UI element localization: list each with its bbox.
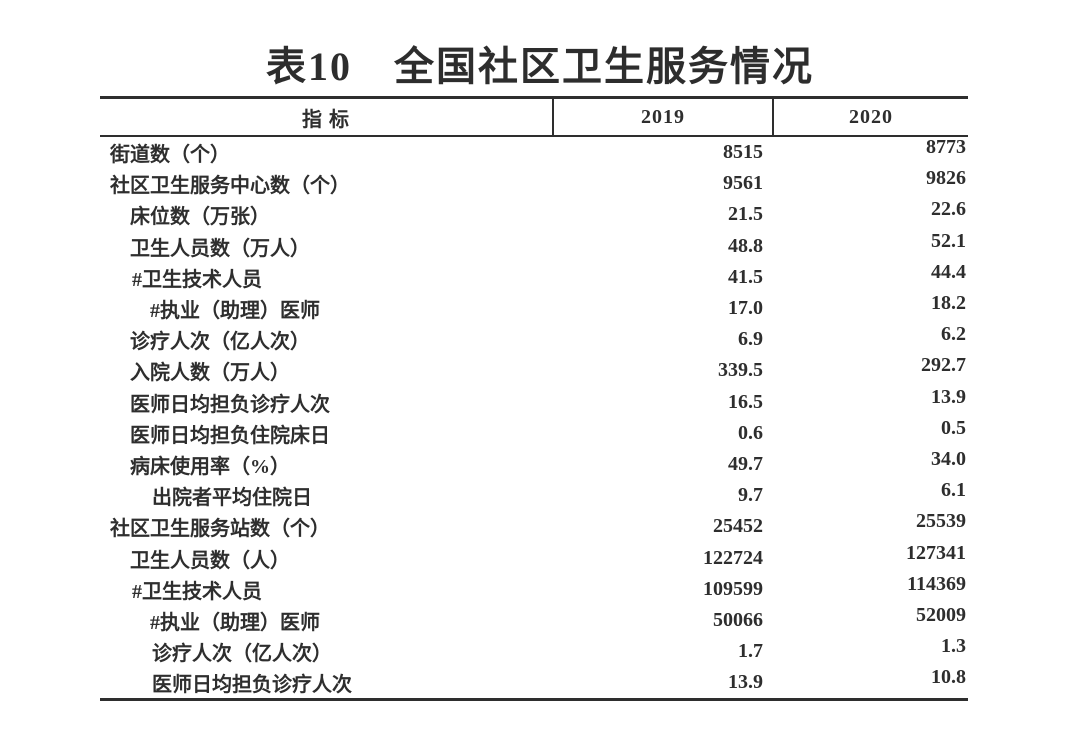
table-row: 社区卫生服务中心数（个） 9561 9826 (100, 167, 968, 199)
value-2020-cell: 13.9 (773, 385, 968, 418)
value-2020-cell: 127341 (773, 542, 968, 573)
value-2020-text: 127341 (906, 541, 966, 564)
indicator-cell: 医师日均担负诊疗人次 (152, 674, 352, 697)
indicator-cell: #卫生技术人员 (132, 580, 262, 603)
table-row: #执业（助理）医师 50066 52009 (100, 603, 968, 636)
community-health-table: 指 标 2019 2020 街道数（个） 8515 8773 社区卫生服务中心数… (100, 96, 968, 702)
value-2020-text: 1.3 (941, 635, 966, 658)
header-row: 指 标 2019 2020 (100, 96, 968, 137)
value-2020-text: 44.4 (931, 260, 966, 283)
value-2019-cell: 9.7 (738, 484, 763, 507)
table-row: #卫生技术人员 41.5 44.4 (100, 260, 968, 293)
value-2019-cell: 0.6 (738, 421, 763, 444)
value-2020-cell: 6.2 (773, 323, 968, 355)
value-2020-text: 0.5 (941, 416, 966, 439)
table-row: 卫生人员数（人） 122724 127341 (100, 542, 968, 573)
indicator-cell: 社区卫生服务站数（个） (110, 518, 330, 541)
value-2020-text: 114369 (907, 572, 966, 595)
table-row: #执业（助理）医师 17.0 18.2 (100, 292, 968, 324)
indicator-cell: 病床使用率（%） (130, 455, 290, 478)
col-header-2020: 2020 (772, 96, 968, 137)
value-2020-text: 13.9 (931, 385, 966, 408)
value-2020-text: 25539 (916, 510, 966, 533)
indicator-cell: 诊疗人次（亿人次） (130, 331, 310, 354)
value-2020-text: 6.2 (941, 323, 966, 346)
value-2019-cell: 16.5 (728, 390, 763, 413)
indicator-cell: 入院人数（万人） (130, 362, 290, 385)
table-row: 医师日均担负诊疗人次 13.9 10.8 (100, 666, 968, 700)
value-2020-text: 9826 (926, 167, 966, 190)
value-2020-cell: 0.5 (773, 416, 968, 449)
indicator-cell: 医师日均担负住院床日 (130, 424, 330, 447)
value-2020-cell: 114369 (773, 572, 968, 605)
value-2019-cell: 109599 (703, 577, 763, 600)
value-2019-cell: 50066 (713, 608, 763, 631)
table-row: 诊疗人次（亿人次） 6.9 6.2 (100, 323, 968, 355)
value-2020-text: 10.8 (931, 666, 966, 689)
value-2020-cell: 34.0 (773, 447, 968, 480)
indicator-cell: 床位数（万张） (130, 206, 270, 229)
value-2019-cell: 6.9 (738, 328, 763, 351)
value-2019-cell: 17.0 (728, 297, 763, 320)
indicator-cell: 卫生人员数（万人） (130, 237, 310, 260)
col-header-indicator: 指 标 (100, 96, 553, 137)
value-2019-cell: 339.5 (718, 359, 763, 382)
value-2019-cell: 8515 (723, 141, 763, 164)
value-2020-text: 18.2 (931, 292, 966, 315)
value-2019-cell: 48.8 (728, 234, 763, 257)
value-2020-cell: 8773 (773, 136, 968, 168)
table-row: 医师日均担负诊疗人次 16.5 13.9 (100, 385, 968, 418)
table-row: 出院者平均住院日 9.7 6.1 (100, 479, 968, 511)
value-2019-cell: 13.9 (728, 671, 763, 694)
table-row: #卫生技术人员 109599 114369 (100, 572, 968, 605)
value-2020-text: 52.1 (931, 229, 966, 252)
table-row: 卫生人员数（万人） 48.8 52.1 (100, 229, 968, 262)
value-2019-cell: 49.7 (728, 452, 763, 475)
value-2019-cell: 21.5 (728, 203, 763, 226)
indicator-cell: #执业（助理）医师 (150, 300, 320, 323)
table-row: 诊疗人次（亿人次） 1.7 1.3 (100, 635, 968, 667)
value-2019-cell: 25452 (713, 515, 763, 538)
page-title: 表10 全国社区卫生服务情况 (266, 44, 814, 89)
value-2020-cell: 292.7 (773, 354, 968, 386)
value-2020-cell: 10.8 (773, 666, 968, 700)
value-2020-text: 22.6 (931, 198, 966, 221)
table-row: 床位数（万张） 21.5 22.6 (100, 198, 968, 230)
value-2020-cell: 6.1 (773, 479, 968, 511)
value-2020-cell: 9826 (773, 167, 968, 199)
value-2020-cell: 52.1 (773, 229, 968, 262)
value-2020-text: 6.1 (941, 479, 966, 502)
value-2020-text: 292.7 (921, 354, 966, 377)
value-2020-text: 8773 (926, 136, 966, 159)
col-header-2019: 2019 (552, 96, 773, 137)
indicator-cell: 社区卫生服务中心数（个） (110, 175, 350, 198)
indicator-cell: 出院者平均住院日 (152, 487, 312, 510)
table-row: 医师日均担负住院床日 0.6 0.5 (100, 416, 968, 449)
indicator-cell: 街道数（个） (110, 144, 230, 167)
indicator-cell: 卫生人员数（人） (130, 549, 290, 572)
table-row: 街道数（个） 8515 8773 (100, 136, 968, 168)
value-2020-text: 34.0 (931, 447, 966, 470)
value-2020-cell: 52009 (773, 603, 968, 636)
indicator-cell: 医师日均担负诊疗人次 (130, 393, 330, 416)
value-2020-cell: 22.6 (773, 198, 968, 230)
value-2020-cell: 18.2 (773, 292, 968, 324)
value-2019-cell: 41.5 (728, 265, 763, 288)
table-row: 社区卫生服务站数（个） 25452 25539 (100, 510, 968, 542)
value-2019-cell: 1.7 (738, 640, 763, 663)
value-2020-cell: 44.4 (773, 260, 968, 293)
table-row: 入院人数（万人） 339.5 292.7 (100, 354, 968, 386)
value-2019-cell: 122724 (703, 546, 763, 569)
value-2020-text: 52009 (916, 603, 966, 626)
indicator-cell: #卫生技术人员 (132, 268, 262, 291)
table-row: 病床使用率（%） 49.7 34.0 (100, 447, 968, 480)
indicator-cell: #执业（助理）医师 (150, 611, 320, 634)
value-2019-cell: 9561 (723, 172, 763, 195)
value-2020-cell: 1.3 (773, 635, 968, 667)
value-2020-cell: 25539 (773, 510, 968, 542)
indicator-cell: 诊疗人次（亿人次） (152, 643, 332, 666)
